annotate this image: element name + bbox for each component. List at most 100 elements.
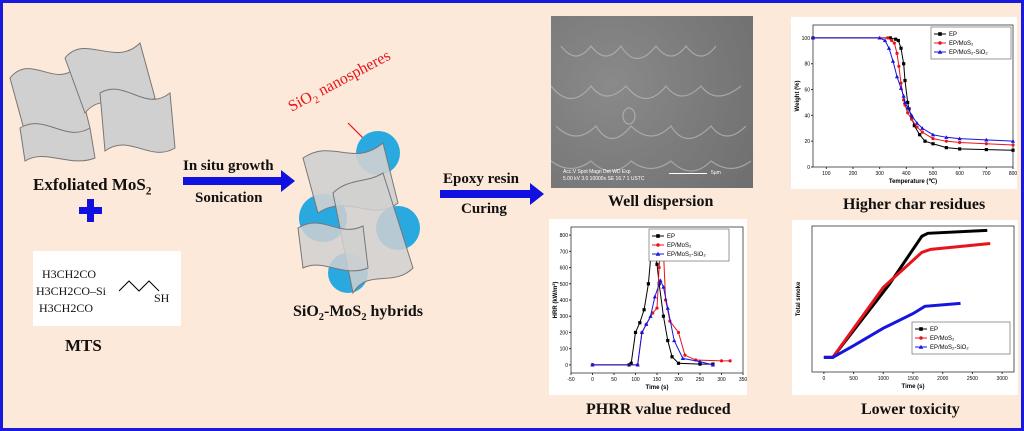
y-tick-label: 0 [807,165,810,171]
label-text: hybrids [366,303,423,320]
plot-frame [812,24,1014,168]
data-point [670,355,674,359]
data-point [676,361,681,365]
x-tick-label: 200 [849,171,858,177]
x-tick-label: -50 [567,377,574,383]
x-tick-label: 800 [1009,171,1017,177]
label-text: Exfoliated MoS [33,175,146,194]
formula-line-1: H3CH2CO [42,267,97,281]
data-point [888,36,892,40]
x-tick-label: 400 [902,171,911,177]
sem-scale-label: 5μm [711,170,721,176]
legend-marker [937,49,943,54]
x-tick-label: 500 [929,171,938,177]
hrr-chart: -50 0 50 100 150 200 250 300 350 0 100 200 300 400 500… [552,226,747,391]
data-point [984,142,988,146]
data-point [698,362,702,366]
x-tick-label: 600 [955,171,964,177]
data-point [1010,139,1016,143]
y-axis-label: HRR (kW/m²) [552,282,559,319]
data-point [657,265,661,270]
data-point [984,137,989,142]
data-point [810,35,816,40]
x-tick-label: 150 [653,377,662,383]
data-point [903,78,907,83]
data-point [912,124,916,128]
data-point [895,51,899,56]
y-tick-label: 100 [802,36,811,42]
data-point [683,353,687,357]
sio2-mos2-hybrid-illustration [297,122,420,295]
legend-label: EP/MoS₂ [667,243,692,249]
data-point [899,81,903,85]
sem-info-2: 5.00 kV 3.0 10000x SE 16.7 1 USTC [563,176,645,182]
mts-structure: H3CH2CO H3CH2CO–Si H3CH2CO SH [33,251,181,326]
y-axis-label: Weight (%) [795,81,801,112]
x-tick-label: 2500 [967,376,978,382]
formula-line-3: H3CH2CO [39,301,94,315]
legend-label: EP [930,327,938,333]
x-tick-label: 2000 [937,376,948,382]
legend-marker [656,243,660,247]
smoke-chart-panel: 0 500 1000 1500 2000 2500 3000 Time (s) Total sm… [792,220,1018,395]
label-text: SiO [293,303,319,320]
sem-scale-bar [669,173,707,174]
data-point [931,142,935,146]
plus-icon [79,199,102,222]
label-sub: 2 [361,312,367,324]
sio2-nanospheres-label: SiO2 nanospheres [286,47,395,118]
label-text: SiO [285,88,316,116]
data-point [915,125,919,129]
legend-marker [656,234,660,238]
label-sub: 2 [318,312,324,324]
data-point [909,113,914,117]
data-point [1011,148,1015,152]
data-point [957,136,962,141]
step2-bottom-label: Curing [461,201,507,217]
smoke-chart: 0 500 1000 1500 2000 2500 3000 Time (s) Total sm… [796,225,1015,390]
y-tick-label: 400 [560,298,569,304]
data-point [898,86,904,90]
x-tick-label: 350 [739,377,747,383]
data-point [894,37,898,41]
x-tick-label: 300 [875,171,884,177]
y-tick-label: 500 [560,282,569,288]
data-point [901,93,906,98]
mos2-sheets-illustration [9,42,176,162]
x-tick-label: 1000 [878,376,889,382]
y-tick-label: 600 [560,266,569,272]
y-tick-label: 300 [560,314,569,320]
data-point [661,314,666,318]
step1-top-label: In situ growth [183,158,274,174]
data-point [590,362,595,367]
legend-marker [655,251,661,256]
y-tick-label: 0 [565,363,568,369]
data-point [914,121,920,125]
data-point [882,38,888,43]
step2-top-label: Epoxy resin [443,171,519,187]
data-point [877,35,882,40]
hybrids-label: SiO2-MoS2 hybrids [293,303,423,323]
formula-line-2: H3CH2CO–Si [36,284,107,298]
x-tick-label: 300 [717,377,726,383]
data-point [984,147,988,152]
hrr-chart-panel: -50 0 50 100 150 200 250 300 350 0 100 200 300 400 500… [549,219,747,395]
data-point [633,330,638,335]
data-point [890,38,894,43]
data-point [638,321,642,325]
mts-label: MTS [65,336,102,355]
data-point [646,282,650,286]
data-point [666,338,670,343]
data-point [910,117,914,121]
x-tick-label: 3000 [997,376,1008,382]
series-line-EP/MoS2-SiO2 [592,279,714,366]
data-point [920,130,924,134]
y-tick-label: 40 [804,113,810,119]
data-point [642,308,646,312]
data-point [886,36,890,40]
data-point [944,135,949,139]
data-point [906,100,910,105]
data-point [930,132,936,137]
data-point [661,284,666,289]
